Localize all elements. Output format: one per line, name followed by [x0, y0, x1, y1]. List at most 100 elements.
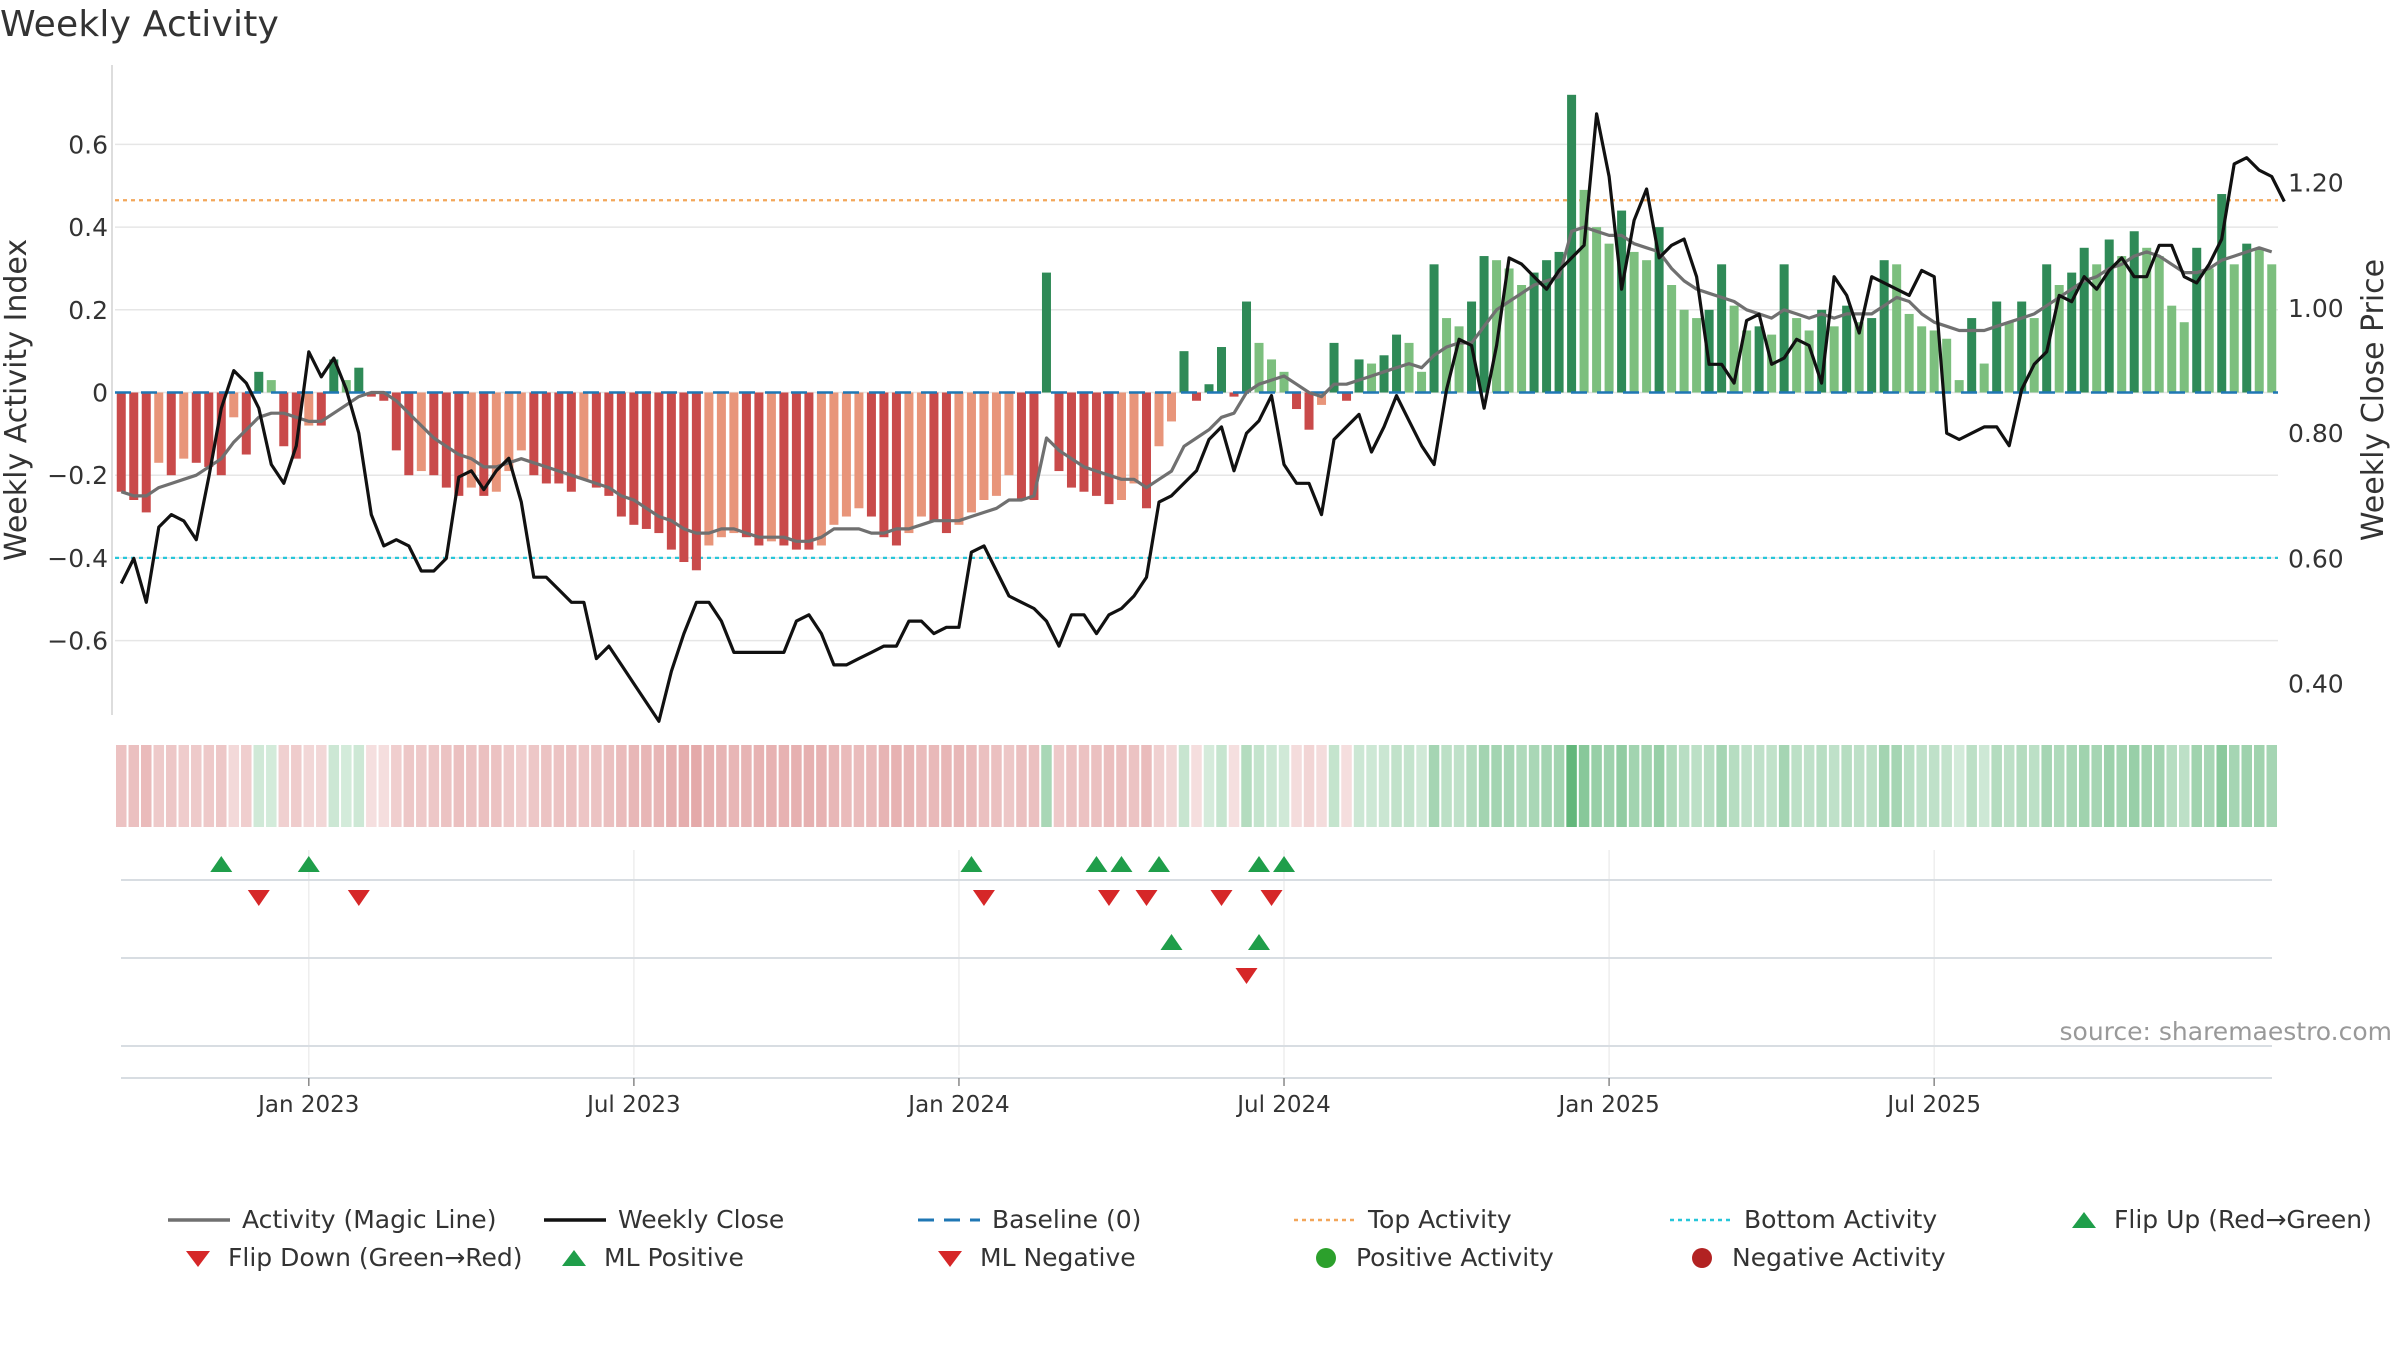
activity-bar	[2192, 247, 2202, 393]
activity-bar	[779, 392, 789, 546]
heat-cell	[416, 745, 427, 827]
activity-bar	[991, 392, 1001, 496]
heat-cell	[1966, 745, 1977, 827]
heat-cell	[1291, 745, 1302, 827]
y-axis-left: −0.6 −0.4 −0.2 0 0.2 0.4 0.6	[47, 130, 108, 655]
activity-bar	[1329, 342, 1339, 393]
x-axis: Jan 2023 Jul 2023 Jan 2024 Jul 2024 Jan 2025…	[256, 1078, 1981, 1118]
x-tick-label: Jan 2023	[256, 1092, 359, 1118]
heat-cell	[128, 745, 140, 827]
weekly-close-line	[119, 112, 2286, 723]
flip-down-marker	[1260, 890, 1283, 906]
legend-positive-activity: Positive Activity	[1308, 1243, 1554, 1272]
heat-cell	[353, 745, 365, 827]
y2-tick-label: 0.60	[2288, 544, 2344, 573]
activity-bar	[491, 392, 501, 492]
heat-cell	[491, 745, 502, 827]
heat-cell	[1616, 745, 1627, 827]
heat-cell	[216, 745, 227, 827]
activity-bar	[1041, 272, 1051, 393]
activity-bar	[1342, 392, 1352, 401]
heat-cell	[1278, 745, 1290, 827]
heat-cell	[1016, 745, 1027, 827]
activity-bar	[1679, 309, 1689, 393]
heat-cell	[741, 745, 752, 827]
activity-bar	[329, 359, 339, 393]
heat-cell	[666, 745, 677, 827]
activity-bar	[379, 392, 389, 401]
heat-cell	[303, 745, 315, 827]
heat-cell	[903, 745, 915, 827]
ml-positive-marker	[1248, 934, 1271, 950]
heat-cell	[1478, 745, 1490, 827]
heat-cell	[1628, 745, 1640, 827]
heat-cell	[566, 745, 577, 827]
activity-bar	[116, 392, 126, 492]
heat-cell	[1791, 745, 1802, 827]
heat-cell	[866, 745, 877, 827]
heat-cell	[2078, 745, 2090, 827]
flip-up-marker	[1147, 856, 1170, 872]
activity-bar	[1704, 309, 1714, 393]
heat-cell	[478, 745, 490, 827]
heat-cell	[2228, 745, 2240, 827]
heat-cell	[1328, 745, 1340, 827]
activity-bar	[754, 392, 764, 546]
activity-bar	[716, 392, 726, 538]
heat-cell	[1053, 745, 1065, 827]
heat-cell	[603, 745, 615, 827]
activity-bar	[929, 392, 939, 521]
heat-cell	[2203, 745, 2215, 827]
activity-bar	[541, 392, 551, 484]
heat-cell	[441, 745, 452, 827]
activity-bar	[1542, 260, 1552, 393]
activity-bar	[2167, 305, 2177, 393]
y-tick-label: −0.4	[47, 544, 108, 573]
activity-bar	[2004, 322, 2014, 393]
legend-ml-negative: ML Negative	[932, 1243, 1136, 1272]
legend-bottom-activity: Bottom Activity	[1670, 1205, 1937, 1234]
flip-up-marker	[297, 856, 320, 872]
y-tick-label: −0.6	[47, 627, 108, 656]
activity-bar	[166, 392, 176, 476]
weekly-activity-chart: −0.6 −0.4 −0.2 0 0.2 0.4 0.6 0.40 0.60 0.80 1.00 1…	[0, 65, 2391, 1118]
heat-cell	[1653, 745, 1665, 827]
heat-cell	[2066, 745, 2077, 827]
activity-bar	[1116, 392, 1126, 500]
activity-bar	[1229, 392, 1239, 397]
flip-down-marker	[247, 890, 270, 906]
activity-bar	[1742, 330, 1752, 393]
heat-cell	[841, 745, 852, 827]
activity-bar	[2117, 256, 2127, 393]
legend-top-activity: Top Activity	[1294, 1205, 1512, 1234]
heat-cell	[378, 745, 390, 827]
heat-cell	[1553, 745, 1565, 827]
activity-bar	[2129, 231, 2139, 393]
x-tick-label: Jul 2023	[585, 1092, 681, 1118]
activity-bar	[291, 392, 301, 459]
activity-bar	[279, 392, 289, 447]
activity-bar	[1517, 285, 1527, 393]
activity-bar	[879, 392, 889, 538]
activity-bar	[1454, 326, 1464, 393]
heat-cell	[1566, 745, 1577, 827]
heat-cell	[1841, 745, 1852, 827]
heat-cell	[628, 745, 640, 827]
activity-bar	[141, 392, 151, 513]
heat-cell	[428, 745, 440, 827]
legend-label: Weekly Close	[618, 1205, 785, 1234]
activity-bar	[591, 392, 601, 488]
activity-bar	[916, 392, 926, 517]
heat-cell	[991, 745, 1002, 827]
heat-cell	[1853, 745, 1865, 827]
legend-label: Bottom Activity	[1744, 1205, 1938, 1234]
heat-cell	[1578, 745, 1590, 827]
heat-cell	[278, 745, 290, 827]
legend-weekly-close: Weekly Close	[544, 1205, 784, 1234]
legend-baseline: Baseline (0)	[918, 1205, 1141, 1234]
heat-cell	[1253, 745, 1265, 827]
heat-cell	[341, 745, 352, 827]
heat-cell	[528, 745, 540, 827]
heat-cell	[178, 745, 190, 827]
activity-bars	[116, 94, 2277, 571]
